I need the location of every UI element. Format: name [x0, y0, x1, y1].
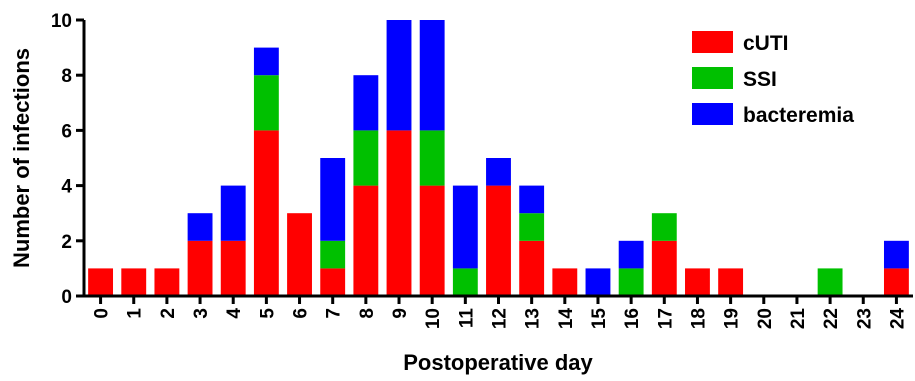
y-tick-label-6: 6: [61, 121, 72, 142]
bar-segment-bacteremia-day-24: [883, 240, 909, 269]
bar-segment-cuti-day-2: [154, 268, 180, 296]
y-tick-label-4: 4: [61, 177, 72, 198]
x-tick-label-7: 7: [324, 308, 345, 319]
x-tick-label-2: 2: [158, 308, 179, 319]
legend-swatch-bacteremia: [692, 103, 733, 125]
y-tick-label-10: 10: [51, 11, 72, 32]
bar-segment-bacteremia-day-7: [320, 158, 346, 241]
x-tick-label-21: 21: [788, 308, 809, 330]
bar-segment-bacteremia-day-16: [618, 240, 644, 269]
x-tick-label-15: 15: [589, 308, 610, 330]
bar-segment-bacteremia-day-12: [486, 158, 511, 186]
bar-segment-cuti-day-17: [651, 240, 677, 296]
bar-segment-bacteremia-day-13: [519, 185, 545, 214]
x-tick-label-8: 8: [357, 308, 378, 319]
y-tick-label-0: 0: [61, 287, 72, 308]
bar-segment-ssi-day-7: [320, 240, 346, 269]
x-tick-label-13: 13: [523, 308, 544, 329]
bar-segment-cuti-day-0: [88, 268, 114, 296]
bar-segment-bacteremia-day-4: [220, 185, 246, 241]
x-axis-title: Postoperative day: [403, 350, 593, 375]
bar-segment-cuti-day-6: [287, 213, 312, 296]
bar-segment-cuti-day-19: [718, 268, 744, 296]
bar-segment-cuti-day-12: [486, 185, 511, 296]
legend-swatch-cuti: [692, 31, 733, 53]
legend-swatch-ssi: [692, 67, 733, 89]
bar-segment-ssi-day-8: [353, 130, 379, 186]
bar-segment-cuti-day-18: [685, 268, 710, 296]
x-tick-label-23: 23: [854, 308, 875, 329]
bar-segment-ssi-day-16: [618, 268, 644, 296]
legend-label-cuti: cUTI: [743, 32, 789, 55]
x-tick-label-3: 3: [191, 308, 212, 319]
bar-segment-cuti-day-3: [187, 240, 213, 296]
bar-segment-cuti-day-8: [353, 185, 379, 296]
bar-segment-cuti-day-14: [552, 268, 578, 296]
x-tick-label-4: 4: [224, 308, 245, 319]
bar-segment-bacteremia-day-5: [253, 47, 279, 76]
bar-segment-cuti-day-24: [883, 268, 909, 296]
x-tick-label-0: 0: [92, 308, 113, 319]
bar-segment-cuti-day-13: [519, 240, 545, 296]
bar-segment-ssi-day-11: [452, 268, 478, 296]
bar-segment-cuti-day-4: [220, 240, 246, 296]
x-tick-label-14: 14: [556, 308, 577, 330]
bars: [88, 20, 909, 296]
bar-segment-ssi-day-22: [817, 268, 843, 296]
x-tick-label-5: 5: [257, 308, 278, 319]
bar-segment-bacteremia-day-11: [452, 185, 478, 269]
x-tick-label-24: 24: [887, 308, 908, 330]
bar-segment-cuti-day-1: [121, 268, 147, 296]
bar-segment-bacteremia-day-15: [585, 268, 611, 296]
bar-segment-bacteremia-day-9: [386, 20, 412, 131]
y-axis-title: Number of infections: [9, 48, 34, 268]
x-tick-label-11: 11: [456, 308, 477, 329]
legend: cUTI SSI bacteremia: [692, 31, 854, 127]
x-tick-label-1: 1: [125, 308, 146, 319]
bar-segment-bacteremia-day-3: [187, 213, 213, 241]
x-tick-label-17: 17: [655, 308, 676, 329]
y-tick-label-8: 8: [61, 66, 72, 87]
x-tick-label-19: 19: [722, 308, 743, 329]
y-axis-ticks: 0 2 4 6 8 10: [51, 11, 84, 308]
x-tick-label-10: 10: [423, 308, 444, 329]
x-tick-label-22: 22: [821, 308, 842, 329]
legend-label-bacteremia: bacteremia: [743, 104, 854, 127]
x-tick-label-9: 9: [390, 308, 411, 319]
x-tick-label-16: 16: [622, 308, 643, 329]
bar-segment-cuti-day-9: [386, 130, 412, 296]
bar-segment-ssi-day-17: [651, 213, 677, 241]
x-axis-ticks: 0 1 2 3 4 5 6 7 8 9 10 11 12 13 14 15 16 17 18 19 20 21 22 23 24: [92, 296, 908, 330]
x-tick-label-20: 20: [755, 308, 776, 329]
legend-label-ssi: SSI: [743, 68, 777, 91]
x-tick-label-18: 18: [688, 308, 709, 329]
bar-segment-cuti-day-7: [320, 268, 346, 296]
bar-segment-cuti-day-5: [253, 130, 279, 296]
bar-segment-bacteremia-day-10: [419, 20, 445, 131]
x-tick-label-6: 6: [291, 308, 312, 319]
bar-segment-ssi-day-13: [519, 213, 545, 241]
y-tick-label-2: 2: [61, 232, 72, 253]
bar-segment-ssi-day-10: [419, 130, 445, 186]
bar-segment-bacteremia-day-8: [353, 75, 379, 131]
x-tick-label-12: 12: [490, 308, 511, 329]
bar-segment-ssi-day-5: [253, 75, 279, 131]
bar-segment-cuti-day-10: [419, 185, 445, 296]
